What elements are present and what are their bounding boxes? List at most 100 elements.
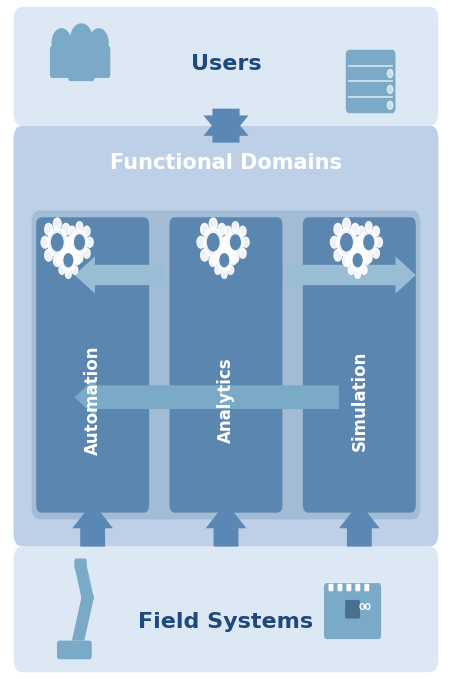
Polygon shape — [203, 109, 248, 143]
FancyBboxPatch shape — [337, 584, 342, 591]
Circle shape — [203, 228, 222, 257]
Circle shape — [350, 249, 364, 271]
Circle shape — [52, 29, 71, 57]
Circle shape — [231, 221, 238, 232]
Circle shape — [216, 249, 231, 271]
Circle shape — [227, 265, 233, 274]
FancyBboxPatch shape — [74, 558, 87, 570]
Circle shape — [227, 246, 233, 255]
Circle shape — [364, 253, 371, 263]
Circle shape — [239, 249, 245, 258]
FancyBboxPatch shape — [328, 584, 333, 591]
Polygon shape — [286, 257, 415, 293]
Circle shape — [347, 246, 353, 255]
Circle shape — [69, 226, 75, 236]
FancyBboxPatch shape — [14, 7, 437, 126]
Circle shape — [48, 228, 67, 257]
Circle shape — [363, 235, 373, 249]
Circle shape — [209, 255, 216, 266]
Circle shape — [363, 256, 369, 265]
Circle shape — [59, 265, 64, 274]
Text: Analytics: Analytics — [216, 358, 235, 443]
Circle shape — [360, 230, 376, 255]
Circle shape — [76, 253, 83, 263]
Circle shape — [71, 230, 87, 255]
Circle shape — [224, 249, 231, 258]
Circle shape — [354, 242, 360, 251]
Circle shape — [231, 253, 238, 263]
FancyBboxPatch shape — [50, 45, 73, 78]
Polygon shape — [205, 502, 246, 547]
Circle shape — [217, 223, 225, 235]
FancyBboxPatch shape — [32, 210, 419, 519]
Circle shape — [53, 255, 61, 266]
Circle shape — [336, 228, 355, 257]
Circle shape — [221, 236, 229, 248]
Circle shape — [83, 249, 90, 258]
Circle shape — [354, 270, 360, 278]
FancyBboxPatch shape — [364, 584, 368, 591]
Circle shape — [76, 221, 83, 232]
Circle shape — [230, 256, 236, 265]
Circle shape — [65, 237, 72, 247]
Circle shape — [69, 249, 75, 258]
Circle shape — [330, 236, 337, 248]
Circle shape — [217, 249, 225, 261]
Circle shape — [74, 235, 84, 249]
Circle shape — [220, 254, 228, 267]
Circle shape — [53, 218, 61, 230]
Polygon shape — [74, 377, 338, 418]
FancyBboxPatch shape — [36, 217, 149, 513]
Circle shape — [387, 69, 392, 77]
Circle shape — [72, 265, 78, 274]
Text: OO: OO — [358, 603, 371, 612]
Circle shape — [65, 242, 71, 251]
Circle shape — [227, 230, 243, 255]
FancyBboxPatch shape — [354, 584, 359, 591]
Circle shape — [242, 237, 249, 247]
Circle shape — [353, 254, 361, 267]
Circle shape — [62, 223, 69, 235]
Polygon shape — [74, 566, 94, 600]
Circle shape — [200, 249, 208, 261]
Polygon shape — [72, 596, 94, 641]
Circle shape — [207, 234, 218, 251]
Circle shape — [387, 101, 392, 109]
FancyBboxPatch shape — [169, 217, 282, 513]
Circle shape — [51, 234, 63, 251]
Circle shape — [347, 265, 353, 274]
Circle shape — [354, 236, 362, 248]
Circle shape — [56, 256, 62, 265]
Polygon shape — [72, 502, 113, 547]
Circle shape — [360, 246, 366, 255]
Circle shape — [221, 270, 227, 278]
Circle shape — [41, 236, 49, 248]
Circle shape — [70, 24, 92, 57]
Circle shape — [221, 237, 228, 247]
FancyBboxPatch shape — [323, 583, 380, 639]
Text: Simulation: Simulation — [350, 350, 368, 451]
FancyBboxPatch shape — [345, 584, 350, 591]
Circle shape — [239, 226, 245, 236]
Circle shape — [65, 270, 71, 278]
Circle shape — [86, 237, 93, 247]
Circle shape — [209, 218, 216, 230]
FancyBboxPatch shape — [87, 45, 110, 78]
FancyBboxPatch shape — [57, 641, 92, 659]
Circle shape — [64, 254, 73, 267]
Circle shape — [342, 218, 350, 230]
Circle shape — [214, 246, 220, 255]
Circle shape — [350, 223, 358, 235]
Circle shape — [61, 249, 75, 271]
Circle shape — [372, 226, 378, 236]
Circle shape — [224, 226, 231, 236]
Circle shape — [83, 226, 90, 236]
FancyBboxPatch shape — [302, 217, 415, 513]
Circle shape — [197, 236, 204, 248]
FancyBboxPatch shape — [345, 600, 359, 619]
Circle shape — [212, 256, 217, 265]
Circle shape — [65, 236, 73, 248]
Circle shape — [333, 223, 341, 235]
Circle shape — [350, 249, 358, 261]
Circle shape — [387, 86, 392, 94]
